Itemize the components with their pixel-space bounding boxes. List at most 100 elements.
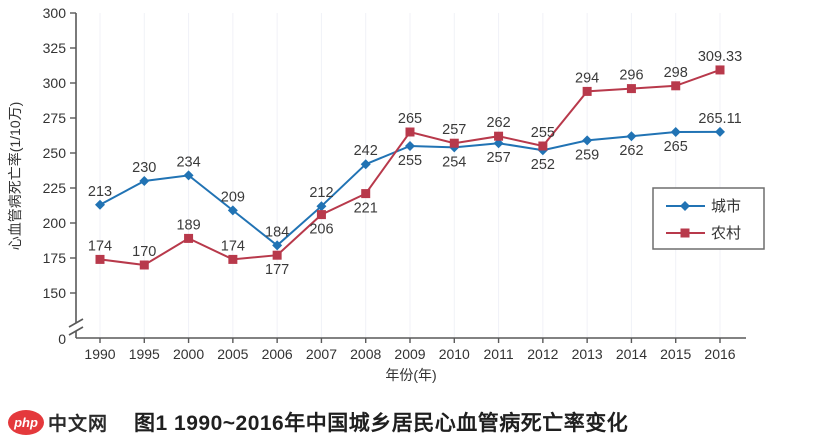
svg-text:225: 225: [43, 180, 67, 196]
y-axis-title: 心血管病死亡率(1/10万): [7, 102, 23, 251]
data-point-marker: [405, 141, 415, 151]
data-point-marker: [95, 254, 105, 264]
data-point-marker: [449, 138, 459, 148]
legend-label: 城市: [711, 198, 741, 215]
svg-text:2009: 2009: [394, 346, 425, 362]
data-label: 170: [132, 244, 156, 260]
data-point-marker: [139, 260, 149, 270]
php-site-logo: php 中文网: [8, 409, 108, 436]
svg-text:0: 0: [58, 331, 66, 347]
svg-text:1995: 1995: [129, 346, 160, 362]
svg-text:250: 250: [43, 145, 67, 161]
data-point-marker: [715, 65, 725, 75]
svg-text:1990: 1990: [84, 346, 115, 362]
series-农村: 174 170 189 174 177 206 221 265 257 262 255 294 296 2…: [88, 49, 742, 278]
data-point-marker: [670, 127, 681, 137]
data-point-marker: [582, 135, 593, 146]
data-label: 184: [265, 224, 289, 240]
data-point-marker: [405, 127, 415, 137]
data-label: 255: [398, 153, 422, 169]
data-point-marker: [227, 205, 238, 216]
axis-break-icon: [68, 318, 84, 328]
svg-text:275: 275: [43, 110, 67, 126]
data-label: 242: [354, 143, 378, 159]
php-logo-icon: php: [8, 409, 44, 435]
svg-text:2011: 2011: [484, 346, 514, 362]
data-label: 298: [664, 65, 688, 81]
data-point-marker: [183, 170, 194, 181]
data-label: 262: [486, 115, 510, 131]
data-point-marker: [680, 201, 690, 211]
data-point-marker: [95, 199, 105, 210]
data-point-marker: [228, 254, 238, 264]
data-label: 212: [309, 185, 333, 201]
svg-text:150: 150: [43, 285, 67, 301]
data-label: 189: [176, 217, 200, 233]
legend-label: 农村: [711, 225, 741, 242]
data-point-marker: [361, 189, 371, 199]
data-label: 209: [221, 189, 245, 205]
svg-text:2015: 2015: [660, 346, 691, 362]
y-axis-ticks: 0 150 175 200 225 250 275 300 325 300: [43, 5, 76, 347]
svg-text:200: 200: [43, 215, 67, 231]
data-point-marker: [626, 84, 636, 94]
axes: [68, 13, 746, 339]
svg-text:2006: 2006: [262, 346, 293, 362]
data-label: 255: [531, 125, 555, 141]
data-point-marker: [272, 240, 283, 251]
figure-footer: php 中文网 图1 1990~2016年中国城乡居民心血管病死亡率变化: [0, 398, 814, 446]
data-point-marker: [139, 176, 150, 186]
svg-text:175: 175: [43, 250, 67, 266]
data-label: 230: [132, 160, 156, 176]
svg-text:2016: 2016: [704, 346, 735, 362]
data-label: 177: [265, 262, 289, 278]
data-label: 257: [486, 150, 510, 166]
svg-text:325: 325: [43, 40, 67, 56]
svg-text:2007: 2007: [306, 346, 337, 362]
svg-text:2014: 2014: [616, 346, 647, 362]
svg-text:300: 300: [43, 75, 67, 91]
data-label: 265: [664, 139, 688, 155]
data-point-marker: [715, 126, 725, 137]
data-point-marker: [626, 131, 637, 142]
data-point-marker: [360, 159, 371, 170]
data-point-marker: [184, 233, 194, 243]
site-name: 中文网: [48, 413, 109, 435]
series-城市: 213 230 234 209 184 212 242 255 254 257 252 259 262 2…: [88, 111, 742, 251]
data-label: 174: [221, 238, 245, 254]
data-label: 174: [88, 238, 112, 254]
figure-caption: 图1 1990~2016年中国城乡居民心血管病死亡率变化: [134, 412, 629, 435]
data-point-marker: [494, 131, 504, 141]
data-label: 257: [442, 122, 466, 138]
data-label: 296: [619, 68, 643, 84]
x-axis-ticks: 1990 1995 2000 2005 2006 2007 2008 2009 2010 2011…: [84, 338, 736, 362]
svg-text:2005: 2005: [217, 346, 248, 362]
data-label: 262: [619, 143, 643, 159]
chart-svg: 0 150 175 200 225 250 275 300 325 300 1990 1995 2000…: [7, 5, 765, 383]
data-point-marker: [316, 210, 326, 220]
svg-text:2000: 2000: [173, 346, 204, 362]
data-label: 254: [442, 154, 466, 170]
svg-text:2012: 2012: [527, 346, 558, 362]
gridlines: [99, 13, 721, 337]
data-label: 206: [309, 222, 333, 238]
data-point-marker: [680, 228, 690, 238]
x-axis-title: 年份(年): [385, 367, 436, 383]
svg-text:300: 300: [43, 5, 67, 21]
data-point-marker: [671, 81, 681, 91]
data-label: 265.11: [698, 111, 741, 127]
data-label: 265: [398, 111, 422, 127]
data-label: 234: [176, 154, 200, 170]
svg-text:2010: 2010: [439, 346, 470, 362]
data-point-marker: [272, 250, 282, 260]
data-point-marker: [316, 201, 327, 212]
line-chart: 0 150 175 200 225 250 275 300 325 300 1990 1995 2000…: [7, 5, 765, 383]
svg-text:2008: 2008: [350, 346, 381, 362]
data-point-marker: [582, 86, 592, 96]
data-label: 309.33: [698, 49, 742, 65]
data-label: 259: [575, 147, 599, 163]
data-label: 221: [354, 201, 378, 217]
data-label: 252: [531, 157, 555, 173]
svg-text:2013: 2013: [572, 346, 603, 362]
